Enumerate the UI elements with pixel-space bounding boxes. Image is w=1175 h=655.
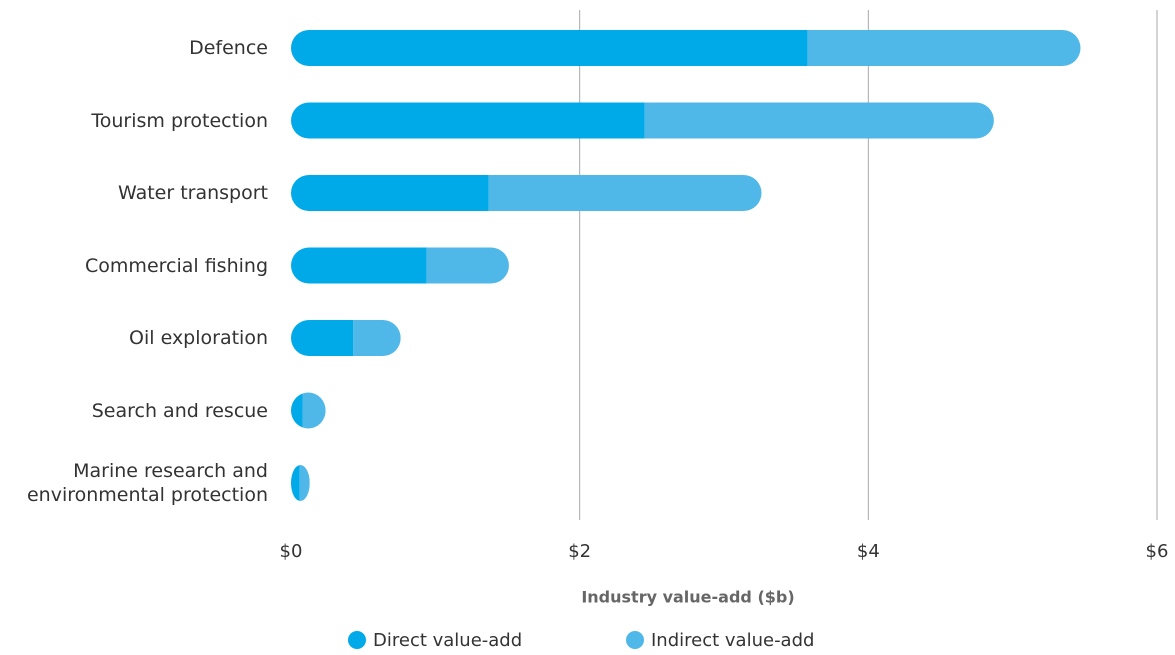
category-label: Oil exploration [129,327,268,349]
bar-segment [291,247,427,284]
bar-group [291,30,1081,66]
category-label: Marine research and environmental protec… [26,460,268,506]
bar-segment [807,30,1081,66]
bar-group [291,247,509,284]
legend-swatch [626,631,644,649]
category-label: Water transport [118,182,268,204]
x-axis-title: Industry value-add ($b) [581,588,794,607]
bar-group [291,175,762,211]
bar-segment [291,175,489,211]
bar-segment [488,175,762,211]
bar-group [291,320,401,356]
bar-group [291,102,994,139]
legend-swatch [348,631,366,649]
category-label: Commercial fishing [85,254,268,277]
bar-group [291,465,310,501]
x-tick-label: $0 [280,541,303,562]
x-tick-label: $2 [568,541,591,562]
bar-segment [353,320,401,356]
bar-group [291,392,326,429]
bar-segment [291,465,300,501]
bar-segment [291,392,303,429]
bar-segment [426,247,509,284]
x-tick-label: $6 [1146,541,1169,562]
x-tick-label: $4 [857,541,880,562]
bar-segment [291,102,645,139]
legend-label: Direct value-add [373,630,522,651]
category-label: Search and rescue [91,399,268,422]
category-label: Tourism protection [91,109,268,132]
bar-segment [302,392,326,429]
bar-segment [291,320,354,356]
category-label: Defence [189,37,268,59]
legend-label: Indirect value-add [651,630,814,651]
bar-segment [644,102,994,139]
bar-segment [299,465,310,501]
bar-segment [291,30,808,66]
